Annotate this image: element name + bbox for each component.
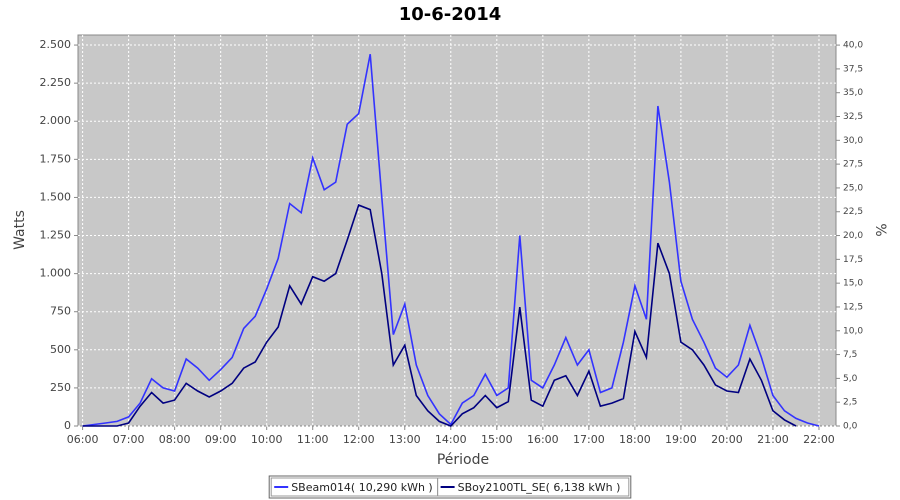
- y-tick-label: 1.000: [40, 267, 72, 280]
- legend-label: SBoy2100TL_SE( 6,138 kWh ): [458, 481, 621, 494]
- x-tick-label: 12:00: [343, 433, 375, 446]
- x-tick-label: 20:00: [711, 433, 743, 446]
- y2-tick-label: 0,0: [843, 422, 858, 432]
- y-tick-label: 2.500: [40, 38, 72, 51]
- x-tick-label: 10:00: [251, 433, 283, 446]
- y2-tick-label: 27,5: [843, 160, 863, 170]
- y2-tick-label: 22,5: [843, 207, 863, 217]
- y2-tick-label: 20,0: [843, 231, 863, 241]
- y2-tick-label: 10,0: [843, 326, 863, 336]
- y-tick-label: 1.500: [40, 190, 72, 203]
- y-tick-label: 250: [50, 381, 71, 394]
- y-tick-label: 500: [50, 343, 71, 356]
- y2-tick-label: 15,0: [843, 279, 863, 289]
- x-tick-label: 19:00: [665, 433, 697, 446]
- legend-item-box: [437, 477, 630, 497]
- y2-tick-label: 12,5: [843, 302, 863, 312]
- x-tick-label: 21:00: [757, 433, 789, 446]
- y2-tick-label: 25,0: [843, 183, 863, 193]
- plot-area: [77, 34, 837, 427]
- x-tick-label: 22:00: [803, 433, 835, 446]
- x-tick-label: 16:00: [527, 433, 559, 446]
- y-tick-label: 750: [50, 305, 71, 318]
- y2-tick-label: 40,0: [843, 41, 863, 51]
- x-tick-label: 15:00: [481, 433, 513, 446]
- series-line: [82, 54, 820, 427]
- x-tick-label: 18:00: [619, 433, 651, 446]
- y2-tick-label: 30,0: [843, 136, 863, 146]
- y2-tick-label: 37,5: [843, 64, 863, 74]
- chart-title: 10-6-2014: [399, 4, 502, 25]
- y2-tick-label: 7,5: [843, 350, 857, 360]
- y2-tick-label: 5,0: [843, 374, 858, 384]
- y2-tick-label: 32,5: [843, 112, 863, 122]
- series-line: [82, 204, 797, 427]
- y-axis-label: Watts: [12, 210, 28, 250]
- x-tick-label: 13:00: [389, 433, 421, 446]
- y-tick-label: 1.750: [40, 152, 72, 165]
- y-tick-label: 2.250: [40, 76, 72, 89]
- x-tick-label: 14:00: [435, 433, 467, 446]
- y2-tick-label: 35,0: [843, 88, 863, 98]
- x-tick-label: 11:00: [297, 433, 329, 446]
- y2-tick-label: 17,5: [843, 255, 863, 265]
- y-tick-label: 2.000: [40, 114, 72, 127]
- y2-axis-label: %: [872, 223, 888, 236]
- y2-tick-label: 2,5: [843, 398, 857, 408]
- x-tick-label: 09:00: [205, 433, 237, 446]
- x-tick-label: 07:00: [113, 433, 145, 446]
- x-tick-label: 17:00: [573, 433, 605, 446]
- legend-label: SBeam014( 10,290 kWh ): [291, 481, 433, 494]
- x-axis-label: Période: [437, 452, 489, 468]
- x-tick-label: 06:00: [67, 433, 99, 446]
- y-tick-label: 1.250: [40, 229, 72, 242]
- legend: SBeam014( 10,290 kWh ) SBoy2100TL_SE( 6,1…: [268, 475, 632, 499]
- y-tick-label: 0: [64, 419, 71, 432]
- x-tick-label: 08:00: [159, 433, 191, 446]
